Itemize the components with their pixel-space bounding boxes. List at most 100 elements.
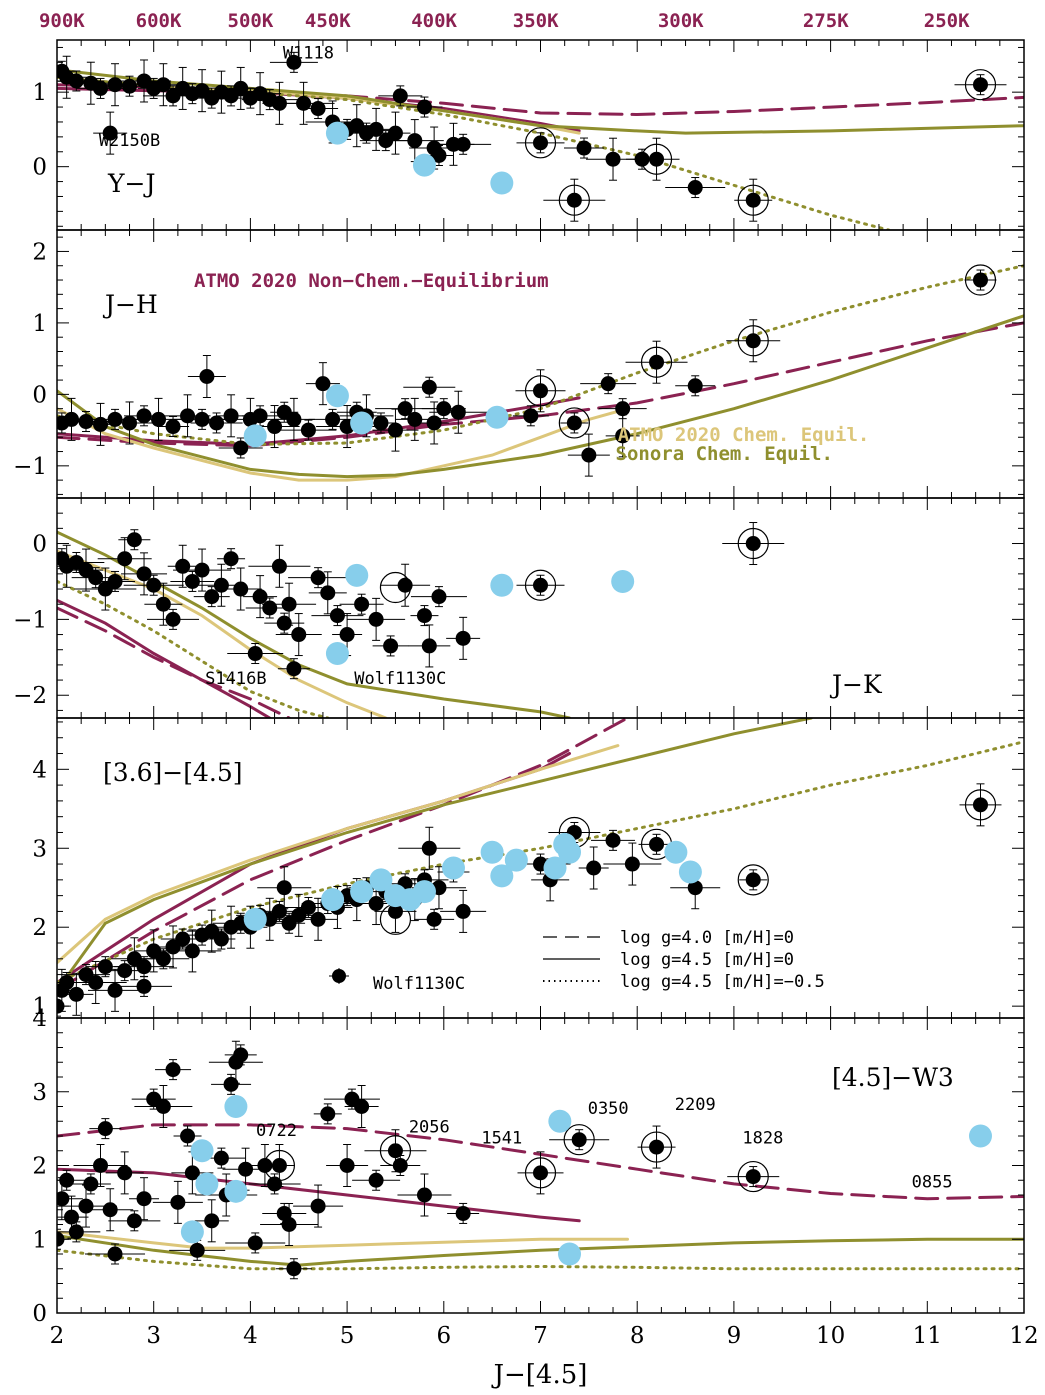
black-data-point [233, 440, 249, 456]
black-data-point [300, 422, 316, 438]
y-tick-label: 2 [32, 1154, 47, 1180]
temperature-tick-label: 275K [803, 10, 849, 32]
blue-data-point [504, 848, 528, 872]
black-data-point [107, 1246, 123, 1262]
black-data-point [276, 615, 292, 631]
highlight-ring [379, 1135, 412, 1167]
highlight-ring [964, 264, 997, 296]
model-curve-4-5-w3-2 [57, 1230, 629, 1250]
model-curve-y-j-4 [57, 75, 891, 230]
black-data-point [387, 125, 403, 141]
annotation-label: W1118 [283, 44, 334, 64]
black-data-point [93, 1158, 109, 1173]
black-data-point [368, 611, 384, 627]
y-tick-label: 0 [32, 1301, 47, 1327]
black-data-point [615, 401, 631, 417]
black-data-point [649, 836, 665, 852]
highlight-ring [737, 864, 769, 896]
black-data-point [339, 627, 355, 643]
black-data-point [102, 125, 118, 141]
black-data-point [165, 1062, 181, 1078]
blue-data-point [190, 1139, 214, 1163]
y-tick-label: 1 [32, 1227, 47, 1253]
model-curve-4-5-w3-1 [57, 1167, 581, 1223]
black-data-point [252, 589, 268, 605]
y-tick-label: 2 [32, 915, 47, 941]
black-data-point [213, 931, 229, 947]
panel-label-4-5-w3: [4.5]−W3 [832, 1063, 954, 1092]
black-data-point [431, 589, 447, 605]
black-data-point [571, 1132, 587, 1148]
black-data-point [122, 78, 138, 94]
black-data-point [421, 379, 437, 395]
black-data-point [155, 1099, 171, 1114]
black-data-point [281, 596, 297, 612]
blue-data-point [490, 864, 514, 888]
text-layer: 0 1 Y−J W1118 W2150B 900K 600K 500K 450K 400K 350K… [13, 10, 1039, 1390]
black-data-point [78, 1198, 94, 1214]
annotation-label: 0855 [912, 1173, 953, 1193]
highlight-ring [524, 127, 557, 159]
black-data-point [566, 192, 582, 208]
black-data-point [83, 1176, 99, 1192]
black-data-point [354, 596, 370, 612]
points-3-6-4-5 [57, 783, 1002, 1017]
black-data-point [107, 411, 123, 427]
blue-data-point [611, 569, 635, 593]
black-data-point [455, 1205, 471, 1221]
black-data-point [276, 880, 292, 896]
black-data-point [102, 1202, 118, 1218]
black-data-point [233, 80, 249, 96]
highlight-ring [524, 1157, 557, 1189]
x-tick-label: 5 [340, 1323, 355, 1349]
model-curve-4-5-w3-4 [57, 1248, 1024, 1271]
black-data-point [88, 570, 104, 586]
black-data-point [615, 428, 631, 444]
panel-label-j-h: J−H [102, 290, 158, 319]
highlight-ring [964, 789, 997, 821]
black-data-point [354, 1099, 370, 1114]
blue-data-point [485, 405, 509, 429]
black-data-point [194, 562, 210, 578]
black-data-point [687, 880, 703, 896]
panel-label-j-k: J−K [829, 670, 883, 699]
black-data-point [368, 896, 384, 912]
black-data-point [533, 135, 548, 151]
black-data-point [136, 1191, 152, 1207]
y-tick-label: 1 [32, 80, 47, 106]
black-data-point [426, 415, 442, 431]
black-data-point [204, 589, 220, 605]
black-data-point [68, 73, 84, 89]
black-data-point [165, 611, 181, 627]
model-curve-3-6-4-5-2 [57, 744, 620, 965]
y-tick-label: 3 [32, 1080, 47, 1106]
black-data-point [117, 1165, 133, 1181]
black-data-point [533, 383, 548, 399]
model-curve-j-k-2 [57, 549, 388, 718]
black-data-point [59, 1172, 75, 1188]
black-data-point [523, 408, 539, 424]
black-data-point [421, 840, 437, 856]
blue-data-point [345, 563, 369, 587]
black-data-point [271, 1158, 287, 1173]
black-data-point [416, 99, 432, 115]
legend-entry: log g=4.5 [m/H]=0 [620, 950, 794, 970]
y-tick-label: 1 [32, 311, 47, 337]
black-data-point [392, 88, 408, 104]
blue-data-point [195, 1172, 219, 1196]
model-curves-j-k [57, 530, 571, 718]
x-tick-label: 12 [1009, 1323, 1038, 1349]
key-marker-point [332, 969, 346, 983]
annotation-label: 1541 [481, 1128, 522, 1148]
black-data-point [271, 558, 287, 574]
temperature-tick-label: 250K [924, 10, 970, 32]
highlight-ring [558, 407, 590, 439]
y-tick-label: 0 [32, 532, 47, 558]
annotation-label: 2209 [675, 1095, 716, 1115]
black-data-point [136, 978, 152, 994]
black-data-point [431, 147, 447, 163]
black-data-point [107, 982, 123, 998]
black-data-point [252, 408, 268, 424]
annotation-label: ATMO 2020 Chem. Equil. [618, 424, 870, 446]
black-data-point [291, 627, 307, 643]
